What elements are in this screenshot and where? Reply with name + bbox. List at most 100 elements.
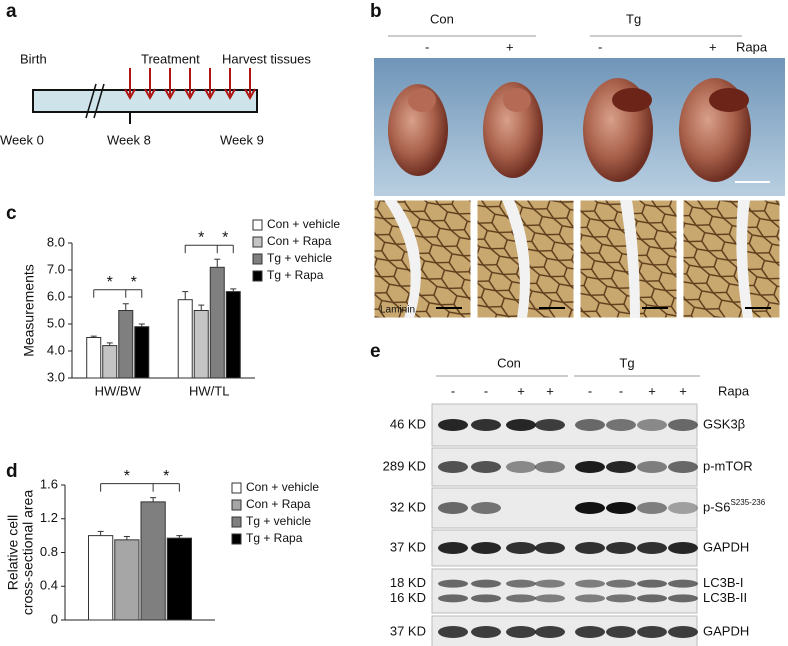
legend-swatch [231,516,242,528]
band [438,579,468,588]
western-blot: Con Tg - - + + - - + + Rapa 46 KD GSK3β 289 KD p-mTOR 3… [383,355,766,646]
panel-label: c [6,203,17,224]
band [438,461,468,473]
arrow-head [224,88,236,101]
protein-label: GSK3β [703,416,745,431]
band [606,461,636,473]
stain-label: Laminin [380,305,415,316]
legend-swatch [252,270,263,282]
band [575,542,605,554]
y-tick-label: 1.6 [40,476,58,491]
band [668,542,698,554]
band [438,594,468,603]
break-mark [93,83,105,119]
bar [140,501,166,621]
band [606,542,636,554]
legend-swatch [252,253,263,265]
legend-label: Con + vehicle [246,480,319,494]
band [575,502,605,514]
vessel [384,200,421,318]
band [506,461,536,473]
band [668,502,698,514]
bar [102,345,118,379]
band [637,626,667,638]
atrium [503,88,531,112]
legend-label: Tg + Rapa [267,268,324,282]
legend-label: Con + Rapa [267,234,332,248]
legend-swatch [231,482,242,494]
y-axis-label: Relative cell [5,515,21,590]
band [606,579,636,588]
timeline-label: Treatment [141,51,200,66]
band [575,626,605,638]
panel-label: b [370,1,382,22]
band [668,594,698,603]
group-label: Con [430,11,454,26]
bar [114,539,140,621]
band [438,502,468,514]
arrow-head [184,88,196,101]
panel-label: a [6,1,17,22]
legend-swatch [252,219,263,231]
y-tick-label: 0 [51,611,58,626]
legend-label: Con + vehicle [267,217,340,231]
protein-label: LC3B-II [703,590,747,605]
bar [225,291,241,379]
band [535,542,565,554]
y-tick-label: 6.0 [47,288,65,303]
bar [209,266,225,379]
bar [177,299,193,379]
vessel [502,200,531,318]
blot-strip [431,568,698,614]
protein-label: GAPDH [703,539,749,554]
bar [134,326,150,379]
y-tick-label: 0.8 [40,544,58,559]
bar [166,537,192,621]
rapa-sign: - [484,383,488,398]
significance-star: * [163,468,169,485]
band [506,626,536,638]
rapa-sign: - [425,39,429,54]
legend-label: Tg + vehicle [267,251,332,265]
rapa-sign: - [598,39,602,54]
rapa-sign: + [506,39,514,54]
arrow-head [244,88,256,101]
protein-label: p-mTOR [703,458,753,473]
band [637,542,667,554]
rapa-sign: + [648,383,656,398]
band [471,594,501,603]
rapa-sign: - [588,383,592,398]
band [606,594,636,603]
band [506,579,536,588]
band [637,579,667,588]
timeline-label: Week 8 [107,132,151,147]
significance-star: * [222,229,228,246]
legend-swatch [231,499,242,511]
vessel [736,200,753,318]
band [575,461,605,473]
size-label: 16 KD [390,590,426,605]
band [668,419,698,431]
legend-label: Con + Rapa [246,497,311,511]
group-label: Tg [626,11,641,26]
band [575,594,605,603]
band [438,626,468,638]
band [471,626,501,638]
panel-label: d [6,461,18,482]
arrow-head [164,88,176,101]
size-label: 289 KD [383,458,426,473]
band [637,461,667,473]
group-label: Tg [619,355,634,370]
size-label: 46 KD [390,416,426,431]
band [668,626,698,638]
rapa-sign: + [546,383,554,398]
band [506,542,536,554]
band [438,419,468,431]
superscript: S235-236 [730,498,765,507]
band [438,542,468,554]
band [471,579,501,588]
legend-swatch [231,533,242,545]
band [535,594,565,603]
y-axis-label: Measurements [21,264,37,357]
